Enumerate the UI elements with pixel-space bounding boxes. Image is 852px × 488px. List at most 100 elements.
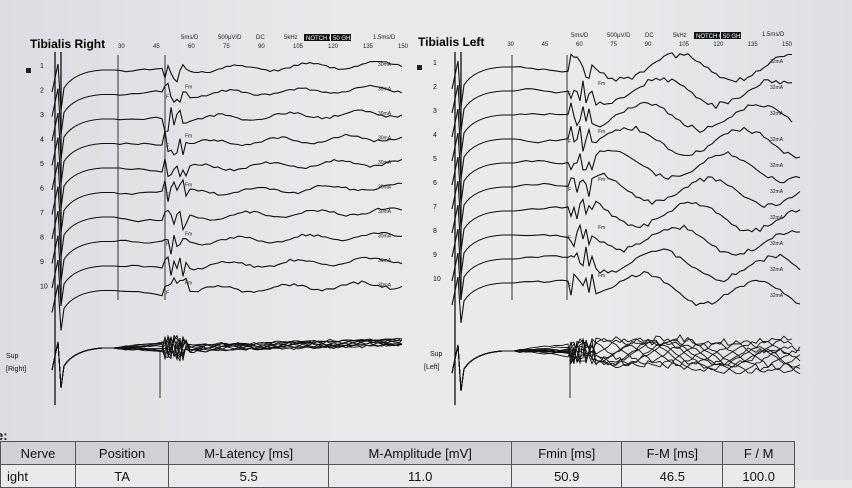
f-wave-trace [451,223,801,276]
stim-intensity-label: 32mA [770,215,784,221]
time-tick-label: 120 [328,44,339,50]
stim-intensity-label: 30mA [378,185,392,191]
table-body: ight TA 5.5 11.0 50.9 46.5 100.0 [0,464,795,488]
trace-row-label: 6 [433,180,437,187]
column-header: F-M [ms] [621,441,724,465]
trace-row-label: 2 [433,84,437,91]
trace-row-label: 9 [40,259,44,266]
f-wave-trace [51,178,403,233]
superimposed-trace [451,336,801,392]
notch-value-badge-left [721,32,741,39]
fm-marker: Fm [185,183,192,189]
trace-row-label: 4 [433,132,437,139]
trace-row-label: 2 [40,88,44,95]
f-wave-trace [451,101,793,156]
sensitivity-left: 1.5ms/D [762,32,785,38]
trace-row-label: 3 [433,108,437,115]
stim-intensity-label: 30mA [378,234,392,240]
f-wave-trace [51,255,403,307]
stim-intensity-label: 30mA [378,87,392,93]
table-cell: 100.0 [722,464,795,488]
column-header: M-Amplitude [mV] [328,441,513,465]
time-tick-label: 75 [223,44,230,50]
fm-marker: Fm [185,134,192,140]
column-header: F / M [722,441,795,465]
table-cell: 46.5 [621,464,724,488]
f-wave-trace [451,246,801,300]
trace-row-label: 4 [40,137,44,144]
panel-title-right: Tibialis Right [30,37,105,51]
fm-marker: Fm [598,81,605,87]
trace-row-label: 1 [433,60,437,67]
scale-time-left: 5ms/D [571,33,589,39]
fm-marker: Fm [598,225,605,231]
stim-intensity-label: 30mA [378,258,392,264]
fm-marker: Fm [185,281,192,287]
time-tick-label: 135 [363,44,374,50]
table-row: ight TA 5.5 11.0 50.9 46.5 100.0 [0,464,795,488]
trace-row-label: 10 [40,284,48,291]
row-labels-left: 1 32mA 2 32mA F Fm 3 32mA 4 32mA F Fm 5 32mA 6 32mA F Fm 7… [433,59,784,299]
f-wave-trace [451,149,801,204]
fm-marker: Fm [598,273,605,279]
trace-row-label: 6 [40,186,44,193]
traces-right [51,52,403,405]
table-cell: 5.5 [168,464,330,488]
time-tick-label: 90 [645,42,652,48]
trace-row-label: 5 [433,156,437,163]
stim-intensity-label: 30mA [378,283,392,289]
results-table: Nerve Position M-Latency [ms] M-Amplitude [… [0,441,795,488]
f-wave-trace [451,198,801,252]
stim-intensity-label: 32mA [770,137,784,143]
f-wave-trace [51,158,403,209]
trace-row-label: 7 [40,210,44,217]
filter-hz-right: 5kHz [284,35,298,41]
notch-label-right: NOTCH ON [306,36,338,42]
sup-label-left: Sup [430,351,443,358]
fm-marker: Fm [598,177,605,183]
stim-intensity-label: 30mA [378,136,392,142]
f-marker: F [568,283,571,289]
superimposed-trace [51,334,403,389]
f-marker: F [568,91,571,97]
time-tick-label: 150 [782,42,793,48]
f-marker: F [166,144,169,150]
f-wave-trace [451,52,792,108]
f-marker: F [166,95,169,101]
stim-intensity-label: 32mA [770,293,784,299]
trace-row-label: 3 [40,112,44,119]
scale-amp-left: 500µV/D [607,33,631,39]
f-wave-trace [51,107,403,160]
trace-row-label: 7 [433,204,437,211]
stim-intensity-label: 32mA [770,267,784,273]
fm-marker: Fm [598,129,605,135]
column-header: Position [74,441,170,465]
cursor-marker-left [417,65,422,70]
table-cell: 11.0 [328,464,513,488]
table-header-row: Nerve Position M-Latency [ms] M-Amplitude [… [0,441,795,465]
fm-marker: Fm [185,232,192,238]
time-axis-ticks-right: 30 45 60 75 90 105 120 135 150 [118,44,409,50]
time-tick-label: 120 [713,42,724,48]
stim-intensity-label: 30mA [378,111,392,117]
f-wave-trace [51,207,403,258]
f-wave-trace [51,82,403,135]
trace-row-label: 8 [433,228,437,235]
stim-intensity-label: 32mA [770,111,784,117]
time-tick-label: 45 [542,42,549,48]
time-tick-label: 150 [398,44,409,50]
filter-dc-left: DC [645,33,654,39]
stim-intensity-label: 30mA [378,62,392,68]
f-wave-trace [451,270,801,324]
filter-dc-right: DC [256,35,265,41]
f-wave-trace [451,77,793,132]
f-marker: F [568,187,571,193]
sup-side-left: [Left] [424,364,440,371]
scale-time-right: 5ms/D [181,35,199,41]
panel-title-left: Tibialis Left [418,35,484,49]
time-tick-label: 45 [153,44,160,50]
f-wave-trace [51,231,402,282]
f-marker: F [568,235,571,241]
notch-badge-left [694,32,720,39]
